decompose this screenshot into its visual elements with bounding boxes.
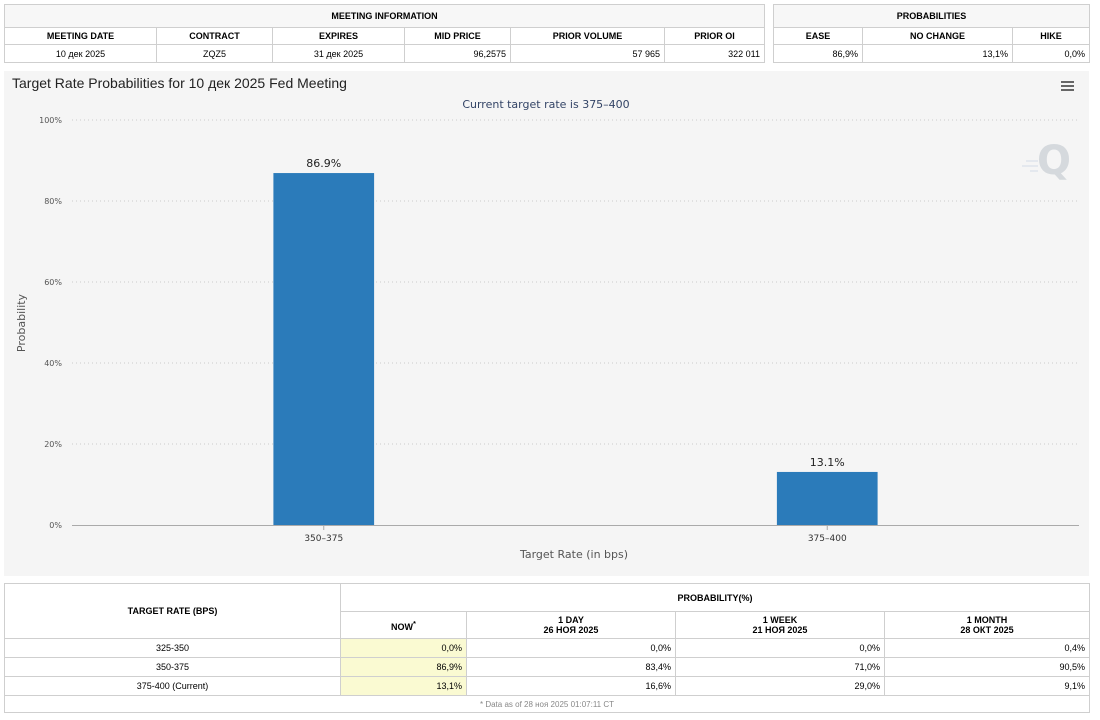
one-week-cell: 0,0% [675,638,885,658]
one-month-cell: 0,4% [884,638,1090,658]
bar-2[interactable] [776,471,878,525]
data-timestamp-footnote: * Data as of 28 ноя 2025 01:07:11 CT [4,695,1090,713]
header-now: NOW* [340,611,467,639]
header-1-day-label: 1 DAY [558,615,584,625]
x-tick-label: 350–375 [304,534,343,544]
bar-data-label: 13.1% [810,456,845,469]
target-rate-cell: 325-350 [4,638,341,658]
chart-panel: Target Rate Probabilities for 10 дек 202… [4,71,1089,576]
probability-history-table: TARGET RATE (BPS) PROBABILITY(%) NOW* 1 … [4,583,1090,713]
one-day-cell: 16,6% [466,676,676,696]
svg-text:Q: Q [1037,138,1071,184]
header-now-label: NOW [391,621,414,632]
table-row: 325-350 0,0% 0,0% 0,0% 0,4% [4,638,1090,658]
meeting-information-title: MEETING INFORMATION [3,4,766,28]
ease-value: 86,9% [773,44,863,63]
prior-oi-value: 322 011 [663,44,766,63]
one-month-cell: 90,5% [884,657,1090,677]
header-mid-price: MID PRICE [404,27,511,45]
contract-value: ZQZ5 [156,44,273,63]
q-logo-icon: Q [1022,138,1071,184]
header-1-week-date: 21 НОЯ 2025 [752,625,808,635]
probabilities-title: PROBABILITIES [773,4,1090,28]
target-rate-cell: 350-375 [4,657,341,677]
probabilities-table: PROBABILITIES EASE NO CHANGE HIKE 86,9% … [773,4,1090,63]
target-rate-cell: 375-400 (Current) [4,676,341,696]
header-prior-volume: PRIOR VOLUME [510,27,665,45]
one-day-cell: 83,4% [466,657,676,677]
header-contract: CONTRACT [156,27,273,45]
header-now-marker: * [413,618,416,628]
meeting-date-value: 10 дек 2025 [4,44,157,63]
header-expires: EXPIRES [272,27,405,45]
expires-value: 31 дек 2025 [272,44,405,63]
y-tick-label: 60% [44,278,62,287]
bar-1[interactable] [273,173,375,525]
hike-value: 0,0% [1012,44,1090,63]
y-tick-label: 0% [49,521,62,530]
header-1-week-label: 1 WEEK [762,615,798,625]
header-prior-oi: PRIOR OI [663,27,766,45]
bar-data-label: 86.9% [306,157,341,170]
y-tick-label: 80% [44,197,62,206]
no-change-value: 13,1% [862,44,1013,63]
header-probability-group: PROBABILITY(%) [340,583,1090,612]
header-ease: EASE [773,27,863,45]
meeting-information-table: MEETING INFORMATION MEETING DATE CONTRAC… [3,4,766,63]
header-target-rate: TARGET RATE (BPS) [4,583,341,639]
now-cell: 86,9% [340,657,467,677]
header-hike: HIKE [1012,27,1090,45]
now-cell: 0,0% [340,638,467,658]
header-no-change: NO CHANGE [862,27,1013,45]
one-week-cell: 71,0% [675,657,885,677]
y-tick-label: 40% [44,359,62,368]
mid-price-value: 96,2575 [404,44,511,63]
table-row: 375-400 (Current) 13,1% 16,6% 29,0% 9,1% [4,676,1090,696]
header-1-week: 1 WEEK 21 НОЯ 2025 [675,611,885,639]
now-cell: 13,1% [340,676,467,696]
chart-subtitle: Current target rate is 375–400 [462,98,629,111]
hamburger-menu-icon[interactable] [1061,81,1074,91]
header-1-month-label: 1 MONTH [966,615,1008,625]
header-1-month: 1 MONTH 28 ОКТ 2025 [884,611,1090,639]
y-tick-label: 100% [39,116,62,125]
header-meeting-date: MEETING DATE [4,27,157,45]
y-axis-title: Probability [15,293,28,352]
table-row: 350-375 86,9% 83,4% 71,0% 90,5% [4,657,1090,677]
prior-volume-value: 57 965 [510,44,665,63]
x-tick-label: 375–400 [808,534,847,544]
one-day-cell: 0,0% [466,638,676,658]
one-month-cell: 9,1% [884,676,1090,696]
header-1-day: 1 DAY 26 НОЯ 2025 [466,611,676,639]
header-1-month-date: 28 ОКТ 2025 [960,625,1014,635]
header-1-day-date: 26 НОЯ 2025 [543,625,599,635]
one-week-cell: 29,0% [675,676,885,696]
target-rate-chart: Target Rate Probabilities for 10 дек 202… [12,75,1079,561]
y-tick-label: 20% [44,440,62,449]
x-axis-title: Target Rate (in bps) [519,548,628,561]
chart-title: Target Rate Probabilities for 10 дек 202… [12,75,347,91]
